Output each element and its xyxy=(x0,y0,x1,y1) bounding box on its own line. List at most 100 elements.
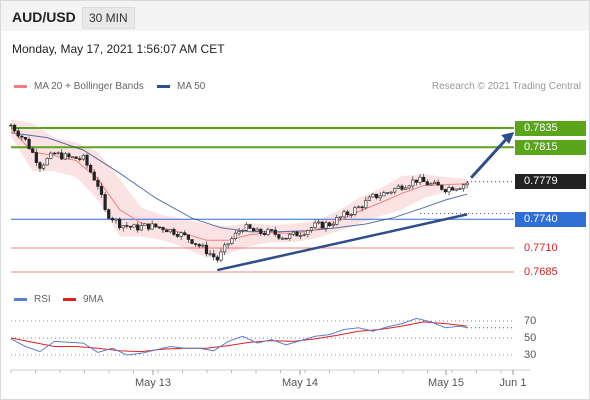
candle-body xyxy=(13,124,17,132)
candle xyxy=(161,226,165,233)
candle-body xyxy=(284,237,288,240)
timeframe-badge[interactable]: 30 MIN xyxy=(82,7,135,29)
candle xyxy=(432,179,437,185)
candle-body xyxy=(226,243,230,246)
candle-body xyxy=(132,224,136,228)
candle-body xyxy=(241,230,245,232)
candle xyxy=(396,184,400,189)
candle xyxy=(403,185,408,190)
candle-body xyxy=(349,214,353,216)
candle-body xyxy=(335,217,339,225)
candle-body xyxy=(385,192,390,194)
candle-body xyxy=(52,152,57,155)
candle xyxy=(16,127,20,139)
candle xyxy=(20,134,24,141)
candle xyxy=(411,176,415,190)
candle-body xyxy=(175,234,180,237)
candle-body xyxy=(20,135,24,138)
candle-body xyxy=(414,179,419,183)
candle xyxy=(320,221,324,229)
candle-body xyxy=(219,251,223,261)
candle xyxy=(208,250,212,257)
candle-body xyxy=(125,225,129,227)
9ma-label: 9MA xyxy=(83,294,104,305)
rsi-9ma-line xyxy=(10,321,468,353)
candle-body xyxy=(172,228,176,235)
candle-body xyxy=(375,193,379,199)
candle xyxy=(237,228,241,236)
candle-body xyxy=(146,223,151,230)
candle-body xyxy=(143,223,147,226)
candle-body xyxy=(259,228,263,234)
candle-body xyxy=(378,195,382,199)
rsi-tick-label: 30 xyxy=(524,349,537,361)
candle xyxy=(27,136,31,150)
candle-body xyxy=(425,181,429,186)
candle-body xyxy=(342,211,346,218)
candle xyxy=(407,184,411,190)
candle xyxy=(157,226,162,229)
candle xyxy=(146,223,151,232)
candle-body xyxy=(96,179,100,187)
candle-body xyxy=(262,233,267,235)
candle-body xyxy=(306,230,310,235)
candle xyxy=(194,243,198,247)
x-tick-label: May 13 xyxy=(134,377,172,389)
candle-body xyxy=(447,187,451,193)
candle-body xyxy=(107,209,111,219)
candle-body xyxy=(179,232,183,237)
candle xyxy=(175,231,180,239)
candle xyxy=(34,148,38,167)
candle xyxy=(212,250,216,261)
copyright: Research © 2021 Trading Central xyxy=(431,81,581,92)
candle xyxy=(338,216,343,221)
candle xyxy=(331,220,335,229)
candle-body xyxy=(67,153,71,158)
legend-rsi: RSI xyxy=(14,294,51,305)
candle-body xyxy=(422,176,426,183)
candle-body xyxy=(273,229,277,235)
candle-body xyxy=(81,154,85,160)
candle-body xyxy=(157,226,162,229)
candle xyxy=(128,225,133,231)
candle xyxy=(9,122,13,127)
candle xyxy=(204,241,209,257)
candle-body xyxy=(165,229,169,233)
candle xyxy=(270,228,274,232)
candle-body xyxy=(454,188,458,191)
candle-body xyxy=(346,211,350,216)
candle xyxy=(70,156,75,159)
ma50-swatch xyxy=(157,85,170,88)
candle-body xyxy=(327,222,332,227)
rsi-swatch xyxy=(14,298,27,301)
candle xyxy=(327,221,332,227)
candle xyxy=(103,192,107,212)
candle-body xyxy=(150,223,154,230)
candle-body xyxy=(103,194,107,210)
candle-body xyxy=(436,181,440,186)
candle-body xyxy=(251,228,256,232)
candle-body xyxy=(194,243,198,245)
rsi-tick-label: 70 xyxy=(524,315,537,327)
candle-body xyxy=(212,253,216,258)
candle xyxy=(378,192,382,202)
candle xyxy=(309,226,314,233)
candle-body xyxy=(27,138,31,150)
candle xyxy=(172,227,176,237)
candle-body xyxy=(16,130,20,137)
candle xyxy=(60,149,64,160)
9ma-swatch xyxy=(63,298,76,301)
candle-body xyxy=(38,162,42,169)
candle xyxy=(277,233,281,241)
candle xyxy=(367,195,371,201)
candle xyxy=(284,237,288,240)
candle xyxy=(136,222,140,233)
candle-body xyxy=(78,158,82,160)
candle xyxy=(342,209,346,219)
candle-body xyxy=(23,137,28,140)
candle xyxy=(259,228,263,237)
candle-body xyxy=(465,182,469,186)
candle xyxy=(215,255,219,263)
candle xyxy=(49,151,53,160)
